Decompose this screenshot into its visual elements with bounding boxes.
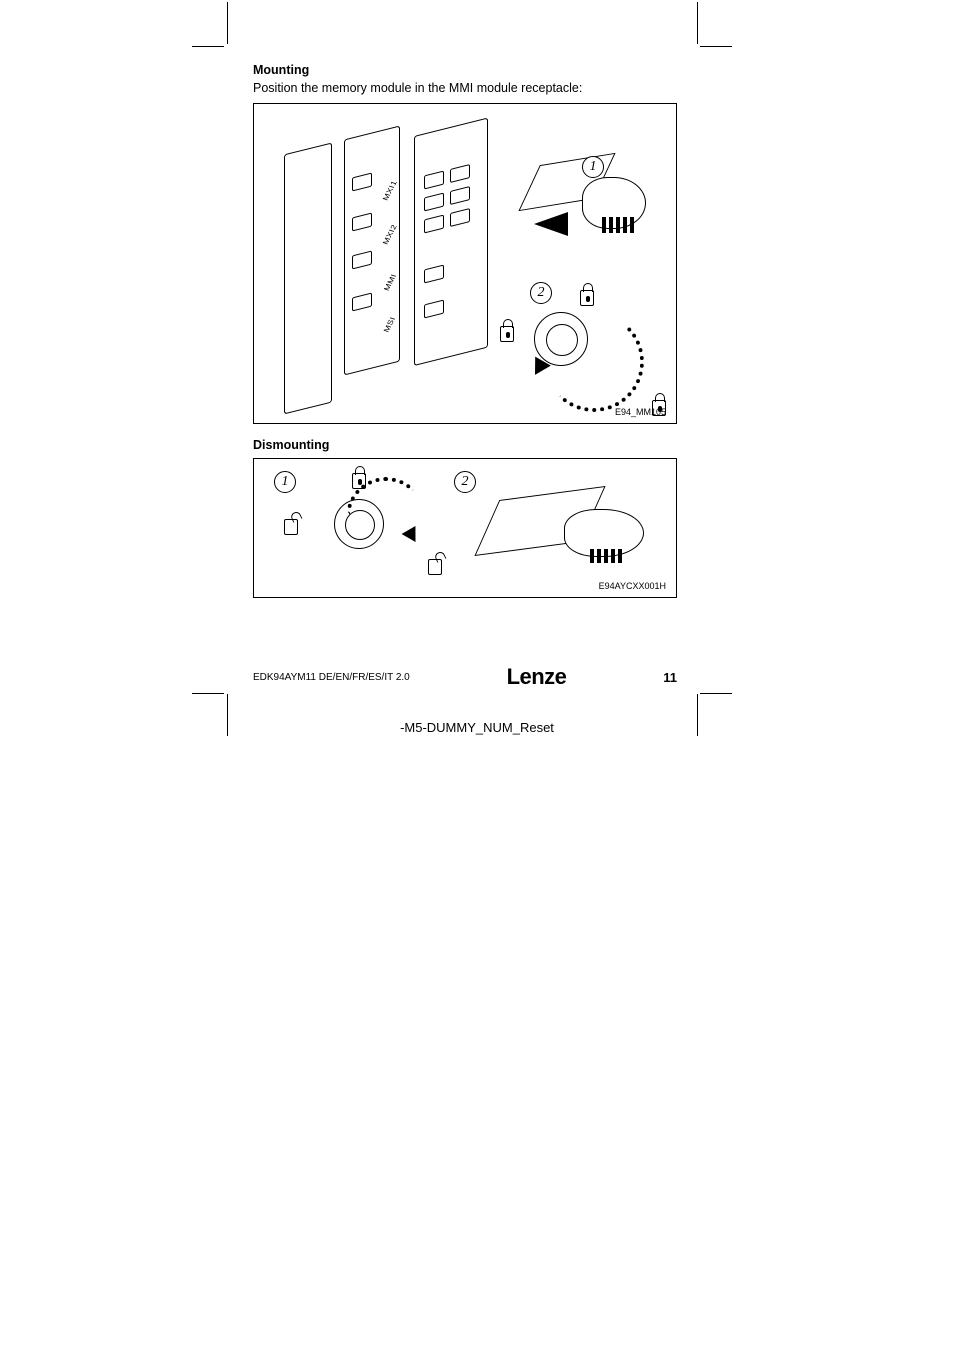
page-content: Mounting Position the memory module in t… <box>253 63 677 598</box>
footer-brand: Lenze <box>410 664 664 690</box>
grip-stripes-icon <box>590 549 622 563</box>
step-1-marker: 1 <box>582 156 604 178</box>
crop-mark <box>227 2 228 44</box>
crop-mark <box>700 46 732 47</box>
mounting-heading: Mounting <box>253 63 677 77</box>
lock-closed-icon <box>580 290 594 306</box>
crop-mark <box>700 693 732 694</box>
step-2-label: 2 <box>462 474 469 490</box>
step-1-label: 1 <box>590 159 597 175</box>
lock-closed-icon <box>500 326 514 342</box>
page-footer: EDK94AYM11 DE/EN/FR/ES/IT 2.0 Lenze 11 <box>253 664 677 690</box>
hand-rotate-icon <box>524 302 654 412</box>
step-2-marker: 2 <box>530 282 552 304</box>
step-2-label: 2 <box>538 285 545 301</box>
step-1-label: 1 <box>282 474 289 490</box>
figure-mounting: MXI1 MXI2 MMI MSI 1 <box>253 103 677 424</box>
footer-page-number: 11 <box>663 670 677 685</box>
dismounting-heading: Dismounting <box>253 438 677 452</box>
figure-dismounting: 1 2 E94AYCXX001H <box>253 458 677 598</box>
lock-open-icon <box>428 559 442 575</box>
module-stack-illustration: MXI1 MXI2 MMI MSI <box>284 90 544 435</box>
document-page: Mounting Position the memory module in t… <box>0 0 954 1350</box>
footer-doc-code: EDK94AYM11 DE/EN/FR/ES/IT 2.0 <box>253 672 410 683</box>
figure2-caption: E94AYCXX001H <box>599 581 666 591</box>
crop-mark <box>192 46 224 47</box>
mounting-instruction: Position the memory module in the MMI mo… <box>253 81 677 95</box>
lock-open-icon <box>284 519 298 535</box>
step-1-marker: 1 <box>274 471 296 493</box>
crop-mark <box>192 693 224 694</box>
crop-mark <box>697 2 698 44</box>
figure1-caption: E94_MM105 <box>615 407 666 417</box>
step-2-marker: 2 <box>454 471 476 493</box>
dummy-reset-line: -M5-DUMMY_NUM_Reset <box>0 720 954 735</box>
insert-arrow-icon <box>534 212 568 236</box>
